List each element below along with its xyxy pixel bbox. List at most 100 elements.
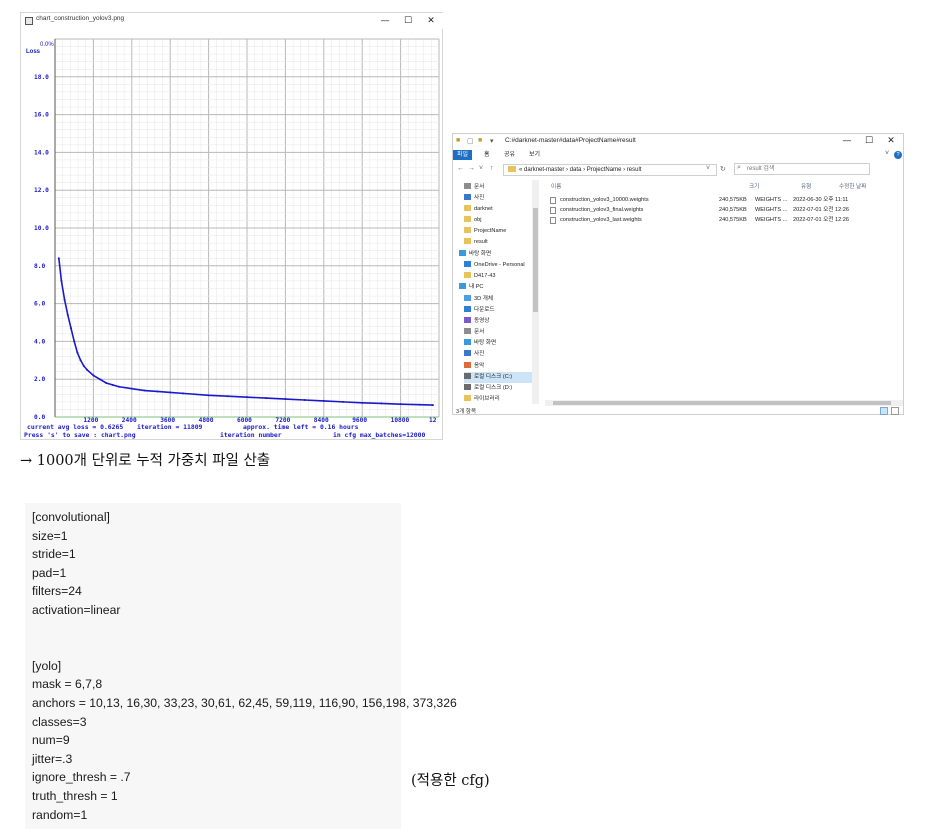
folder-icon (508, 166, 516, 172)
folder-icon (464, 384, 471, 390)
file-type: WEIGHTS ... (755, 207, 788, 213)
file-row[interactable]: construction_yolov3_last.weights 240,575K… (545, 216, 901, 225)
nav-item[interactable]: 바탕 화면 (464, 338, 542, 349)
nav-item[interactable]: darknet (464, 204, 542, 215)
properties-icon[interactable]: ▢ (467, 138, 474, 145)
address-part-data[interactable]: data (569, 167, 582, 173)
nav-item[interactable]: 문서 (464, 327, 542, 338)
cfg-line: num=9 (32, 733, 70, 748)
nav-item[interactable]: 동영상 (464, 316, 542, 327)
nav-item[interactable]: 내 PC (459, 282, 537, 293)
loss-point (70, 327, 72, 330)
folder-icon (464, 238, 471, 244)
nav-scrollbar-thumb[interactable] (533, 208, 538, 312)
forward-icon[interactable]: → (468, 165, 475, 172)
nav-item[interactable]: D417-43 (464, 271, 542, 282)
loss-point (82, 364, 85, 367)
nav-item[interactable]: 사진 (464, 349, 542, 360)
nav-item[interactable]: 3D 개체 (464, 294, 542, 305)
maximize-button[interactable]: ☐ (864, 136, 874, 146)
status-item-count: 3개 항목 (456, 409, 477, 415)
cfg-line: mask = 6,7,8 (32, 677, 103, 692)
nav-item[interactable]: 라이브러리 (464, 394, 542, 403)
tab-file[interactable]: 파일 (453, 150, 473, 160)
address-dropdown-icon[interactable]: ˅ (706, 165, 711, 172)
tab-home[interactable]: 홈 (484, 152, 490, 158)
file-type: WEIGHTS ... (755, 197, 788, 203)
recent-icon[interactable]: ˅ (479, 165, 484, 172)
folder-icon (464, 227, 471, 233)
address-part-root[interactable]: darknet-master (524, 167, 565, 173)
column-header-type[interactable]: 유형 (801, 184, 812, 190)
nav-item-label: D417-43 (474, 273, 496, 279)
address-box[interactable]: « darknet-master › data › ProjectName › … (503, 164, 717, 176)
column-header-name[interactable]: 이름 (551, 184, 562, 190)
nav-item-label: 음악 (474, 363, 485, 369)
explorer-window-title: C:#darknet-master#data#ProjectName#resul… (505, 137, 636, 144)
loss-point (322, 399, 325, 402)
close-button[interactable]: ✕ (887, 136, 895, 146)
nav-item[interactable]: 바탕 화면 (459, 249, 537, 260)
details-view-icon[interactable] (880, 407, 888, 415)
tab-share[interactable]: 공유 (504, 152, 516, 158)
minimize-button[interactable]: — (380, 16, 390, 26)
folder-icon (464, 328, 471, 334)
tab-view[interactable]: 보기 (529, 152, 541, 158)
nav-item[interactable]: obj (464, 215, 542, 226)
nav-item[interactable]: 음악 (464, 361, 542, 372)
file-date: 2022-07-01 오전 12:26 (793, 217, 850, 223)
loss-point (207, 394, 210, 397)
file-date: 2022-06-30 오후 11:11 (793, 197, 849, 203)
nav-item-label: result (474, 239, 488, 245)
large-icons-view-icon[interactable] (891, 407, 899, 415)
cfg-line: [yolo] (32, 658, 62, 673)
file-row[interactable]: construction_yolov3_final.weights 240,575… (545, 206, 901, 215)
loss-point (380, 402, 383, 405)
folder-icon (464, 183, 471, 189)
cfg-line: activation=linear (32, 603, 121, 617)
file-explorer-window: ■ ▢ ■ ▾ C:#darknet-master#data#ProjectNa… (452, 133, 904, 415)
help-icon[interactable]: ? (894, 151, 902, 159)
column-header-size[interactable]: 크기 (749, 184, 760, 190)
maximize-button[interactable]: ☐ (403, 16, 413, 26)
horizontal-scrollbar[interactable] (545, 400, 903, 406)
file-date: 2022-07-01 오전 12:26 (793, 207, 850, 213)
new-folder-icon[interactable]: ■ (478, 137, 483, 144)
up-icon[interactable]: ↑ (490, 165, 494, 172)
cfg-code-block: [convolutional] size=1 stride=1 pad=1 filter… (25, 503, 457, 829)
refresh-icon[interactable]: ↻ (720, 166, 726, 173)
folder-icon (464, 317, 471, 323)
nav-item[interactable]: ProjectName (464, 226, 542, 237)
address-part-result[interactable]: result (626, 167, 642, 173)
address-part-project[interactable]: ProjectName (586, 167, 622, 173)
back-icon[interactable]: ← (457, 165, 464, 172)
search-input[interactable] (734, 163, 870, 175)
chart-window-title: chart_construction_yolov3.png (36, 15, 125, 22)
y-axis-label: Loss (26, 49, 41, 55)
minimize-button[interactable]: — (842, 136, 852, 146)
nav-item-label: darknet (474, 206, 493, 212)
close-button[interactable]: ✕ (427, 16, 435, 26)
y-tick-label: 4.0 (34, 338, 45, 345)
nav-item-label: 라이브러리 (474, 396, 500, 402)
cfg-line: classes=3 (32, 714, 87, 729)
file-row[interactable]: construction_yolov3_10000.weights 240,575… (545, 196, 901, 205)
nav-item[interactable]: 문서✎ (464, 182, 542, 193)
nav-scrollbar[interactable] (532, 180, 539, 404)
ribbon-expand-icon[interactable]: ˅ (885, 150, 890, 157)
nav-item[interactable]: result (464, 237, 542, 248)
file-name: construction_yolov3_10000.weights (560, 197, 649, 203)
column-header-date[interactable]: 수정한 날짜 (839, 184, 867, 190)
nav-item[interactable]: 다운로드 (464, 305, 542, 316)
chevron-down-icon[interactable]: ▾ (490, 138, 494, 145)
cfg-caption: (적용한 cfg) (411, 773, 490, 789)
loss-point (303, 398, 306, 401)
nav-item[interactable]: 로컬 디스크 (C:) (464, 372, 534, 383)
nav-item[interactable]: OneDrive - Personal (464, 260, 542, 271)
file-list: 이름 크기 유형 수정한 날짜 construction_yolov3_1000… (545, 178, 903, 403)
nav-item[interactable]: 사진✎ (464, 193, 542, 204)
cfg-line: ignore_thresh = .7 (32, 770, 131, 785)
horizontal-scrollbar-thumb[interactable] (553, 401, 891, 405)
nav-item[interactable]: 로컬 디스크 (D:) (464, 383, 542, 394)
cfg-line: jitter=.3 (32, 751, 73, 766)
